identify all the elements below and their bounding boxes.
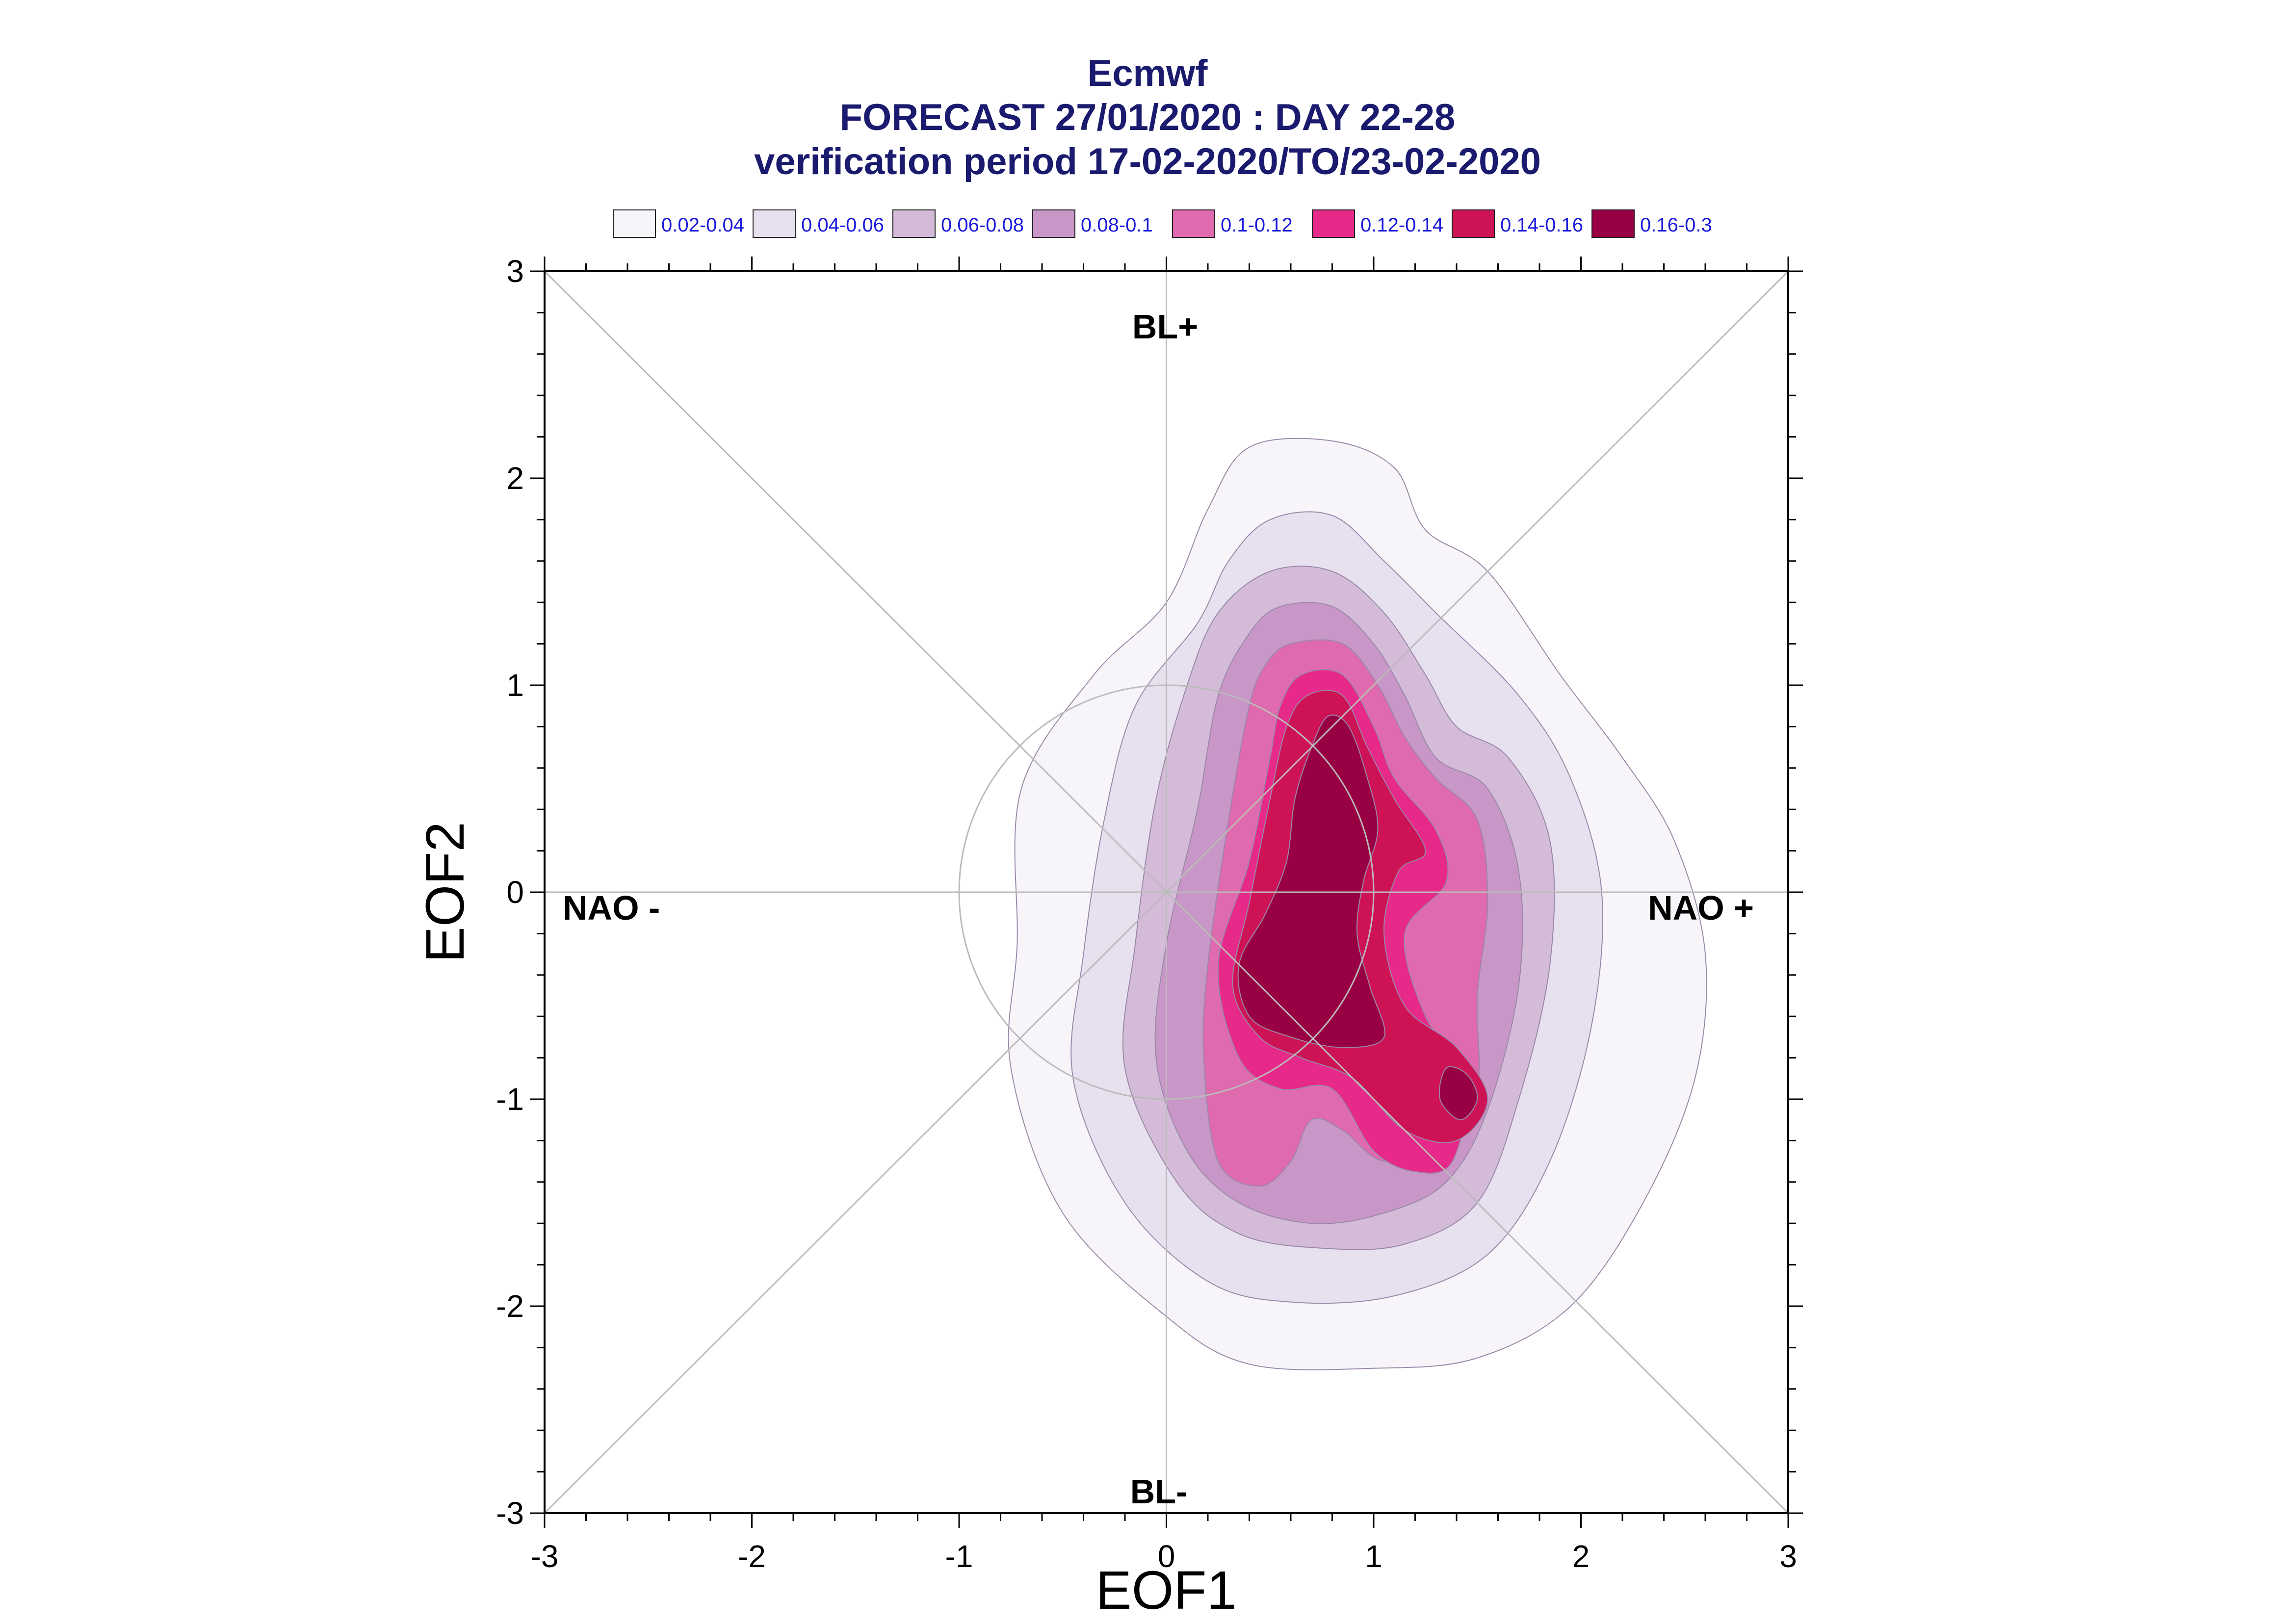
contour-7-0 bbox=[1237, 714, 1385, 1048]
regime-label-bl-plus: BL+ bbox=[1132, 308, 1198, 346]
contour-7-1 bbox=[1438, 1066, 1478, 1121]
y-tick-label: 2 bbox=[506, 461, 524, 496]
regime-label-nao-plus: NAO + bbox=[1648, 889, 1754, 927]
legend-swatch bbox=[892, 209, 936, 238]
y-tick-label: 3 bbox=[506, 254, 524, 289]
density-contours bbox=[1008, 438, 1707, 1370]
y-tick-label: 0 bbox=[506, 875, 524, 910]
legend-swatch bbox=[1172, 209, 1215, 238]
legend-label: 0.16-0.3 bbox=[1640, 214, 1712, 236]
y-tick-label: -1 bbox=[496, 1082, 524, 1117]
regime-label-nao-minus: NAO - bbox=[563, 889, 660, 927]
legend-swatch bbox=[1312, 209, 1355, 238]
axis-ticks: -3 -2 -1 0 1 2 3 -3 -2 -1 0 1 2 3 bbox=[496, 254, 1803, 1574]
reference-circle bbox=[958, 684, 1375, 1100]
legend-label: 0.12-0.14 bbox=[1360, 214, 1443, 236]
reference-lines bbox=[545, 271, 1788, 1513]
legend-swatch bbox=[1452, 209, 1495, 238]
legend-swatch bbox=[613, 209, 656, 238]
y-tick-label: -3 bbox=[496, 1495, 524, 1531]
y-axis-title: EOF2 bbox=[415, 822, 475, 962]
legend-label: 0.14-0.16 bbox=[1500, 214, 1583, 236]
x-tick-label: 2 bbox=[1572, 1539, 1590, 1574]
legend-label: 0.1-0.12 bbox=[1221, 214, 1293, 236]
regime-label-bl-minus: BL- bbox=[1130, 1472, 1188, 1511]
x-tick-label: -2 bbox=[738, 1539, 766, 1574]
x-tick-label: 0 bbox=[1158, 1539, 1175, 1574]
x-tick-label: 3 bbox=[1779, 1539, 1797, 1574]
y-tick-label: -2 bbox=[496, 1289, 524, 1324]
chart-title-line1: Ecmwf bbox=[1088, 52, 1208, 94]
legend-label: 0.06-0.08 bbox=[941, 214, 1024, 236]
legend-label: 0.08-0.1 bbox=[1081, 214, 1153, 236]
x-tick-label: -3 bbox=[531, 1539, 559, 1574]
legend-swatch bbox=[753, 209, 796, 238]
chart-title-line3: verification period 17-02-2020/TO/23-02-… bbox=[754, 141, 1541, 182]
x-axis-title: EOF1 bbox=[1095, 1560, 1236, 1621]
y-tick-label: 1 bbox=[506, 668, 524, 703]
legend-label: 0.02-0.04 bbox=[661, 214, 744, 236]
x-tick-label: -1 bbox=[945, 1539, 973, 1574]
legend-label: 0.04-0.06 bbox=[801, 214, 884, 236]
legend-swatch bbox=[1032, 209, 1075, 238]
legend-swatch bbox=[1591, 209, 1635, 238]
chart-title-line2: FORECAST 27/01/2020 : DAY 22-28 bbox=[840, 97, 1456, 138]
legend: 0.02-0.04 0.04-0.06 0.06-0.08 0.08-0.1 0.1-0… bbox=[613, 209, 1712, 238]
x-tick-label: 1 bbox=[1365, 1539, 1382, 1574]
